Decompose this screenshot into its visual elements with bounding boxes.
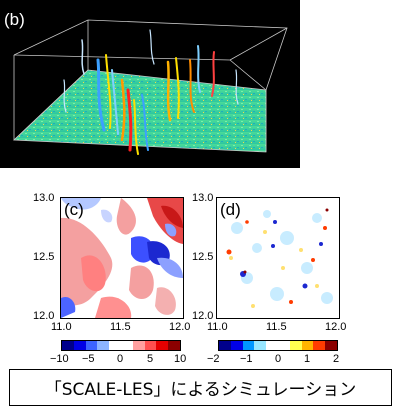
panel-d-colorbar-tick: 2 xyxy=(333,353,340,365)
panel-c-colorbar-tick: 5 xyxy=(147,353,154,365)
panel-d-colorbar-tick: 1 xyxy=(304,353,311,365)
panel-c-colorbar-swatch xyxy=(168,341,180,350)
panel-c-colorbar-swatch xyxy=(62,341,74,350)
panel-d-colorbar-swatch xyxy=(277,341,290,350)
panel-d-x-tick: 11.0 xyxy=(207,321,228,333)
panel-c-x-tick: 11.5 xyxy=(110,321,131,333)
panel-c-y-tick: 12.5 xyxy=(33,251,55,263)
panel-d-colorbar-swatch xyxy=(325,341,337,350)
panel-d-colorbar-swatch xyxy=(301,341,314,350)
panel-c-colorbar-swatch xyxy=(120,341,133,350)
panel-d-field xyxy=(217,198,339,318)
panel-d-y-tick: 12.0 xyxy=(192,310,214,322)
panel-d-x-tick: 12.0 xyxy=(325,321,347,333)
simulation-3d-render xyxy=(13,19,288,155)
panel-c-colorbar-tick: −5 xyxy=(82,353,95,365)
panel-d-colorbar-swatch xyxy=(242,341,255,350)
panel-c-y-tick: 12.0 xyxy=(33,310,55,322)
panel-d-label: (d) xyxy=(220,200,241,219)
figure-caption: 「SCALE-LES」によるシミュレーション xyxy=(9,369,392,406)
panel-c-colorbar-swatch xyxy=(132,341,145,350)
panel-c-colorbar-swatch xyxy=(73,341,86,350)
panel-d-colorbar-swatch xyxy=(219,341,231,350)
panel-d-colorbar-tick: −1 xyxy=(240,353,253,365)
panel-d-colorbar-swatch xyxy=(230,341,243,350)
panel-c-colorbar-swatch xyxy=(109,341,121,350)
panel-d-colorbar-tick: 0 xyxy=(275,353,282,365)
panel-c-colorbar-tick: 0 xyxy=(117,353,124,365)
panel-c-colorbar-swatch xyxy=(97,341,110,350)
panel-d-colorbar-swatch xyxy=(266,341,278,350)
panel-d-x-tick: 11.5 xyxy=(266,321,287,333)
panel-d-colorbar xyxy=(218,340,338,351)
panel-d-colorbar-tick: −2 xyxy=(207,353,220,365)
panel-c-colorbar xyxy=(61,340,181,351)
panel-c-colorbar-swatch xyxy=(85,341,98,350)
panel-c-colorbar-swatch xyxy=(144,341,157,350)
panel-b-label: (b) xyxy=(4,10,25,29)
simulation-3d-panel: (b) xyxy=(0,0,300,168)
panel-d-map: (d) xyxy=(216,197,340,319)
panel-c-map: (c) xyxy=(60,197,184,319)
panel-c-field xyxy=(61,198,183,318)
panel-c-colorbar-swatch xyxy=(156,341,169,350)
panel-c-x-tick: 11.0 xyxy=(51,321,72,333)
panel-d-colorbar-swatch xyxy=(254,341,267,350)
panel-c-x-tick: 12.0 xyxy=(169,321,191,333)
panel-d-y-tick: 12.5 xyxy=(192,251,214,263)
panel-c-colorbar-tick: 10 xyxy=(174,353,187,365)
panel-c-colorbar-tick: −10 xyxy=(50,353,69,365)
panel-d-colorbar-swatch xyxy=(313,341,326,350)
panel-d-y-tick: 13.0 xyxy=(192,192,214,204)
panel-d-colorbar-swatch xyxy=(289,341,302,350)
panel-c-label: (c) xyxy=(64,200,84,219)
panel-c-y-tick: 13.0 xyxy=(33,192,55,204)
